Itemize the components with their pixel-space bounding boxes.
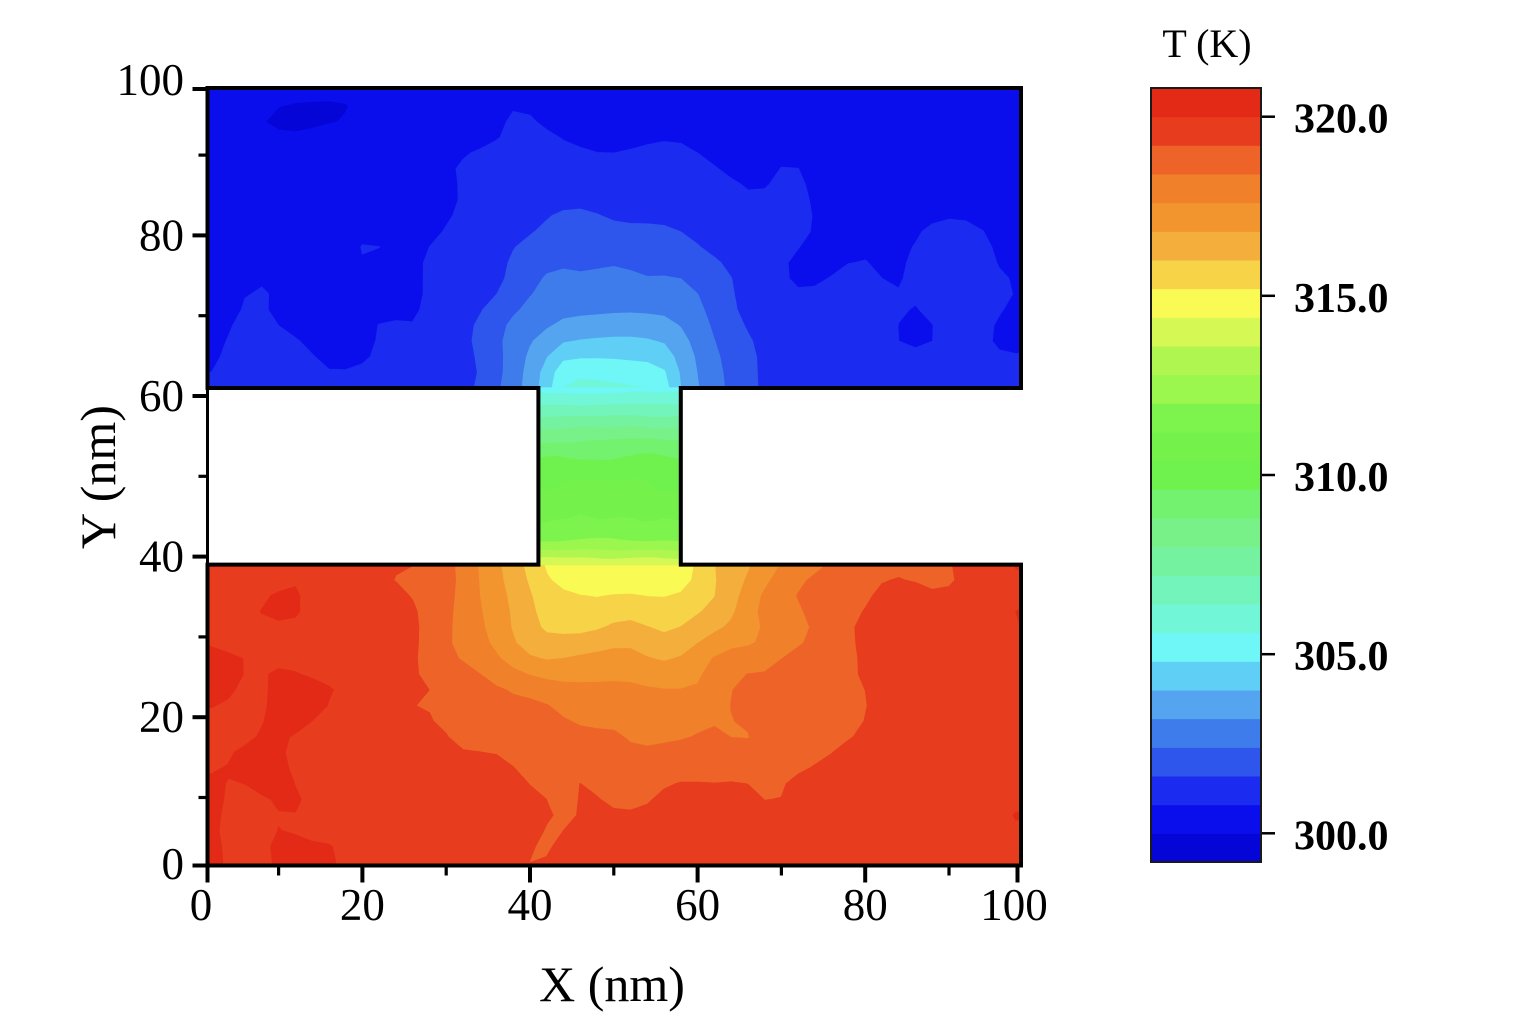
- svg-text:80: 80: [843, 880, 888, 930]
- svg-text:315.0: 315.0: [1294, 276, 1389, 322]
- svg-text:40: 40: [139, 532, 184, 582]
- svg-text:0: 0: [190, 880, 213, 930]
- svg-text:X (nm): X (nm): [539, 956, 685, 1012]
- svg-text:Y (nm): Y (nm): [70, 405, 126, 549]
- svg-text:40: 40: [508, 880, 553, 930]
- svg-text:310.0: 310.0: [1294, 455, 1389, 501]
- svg-text:320.0: 320.0: [1294, 97, 1389, 143]
- svg-text:305.0: 305.0: [1294, 634, 1389, 680]
- svg-text:T (K): T (K): [1162, 21, 1251, 66]
- svg-text:20: 20: [139, 692, 184, 742]
- svg-text:100: 100: [980, 880, 1048, 930]
- svg-text:60: 60: [675, 880, 720, 930]
- svg-text:0: 0: [162, 839, 185, 889]
- svg-text:300.0: 300.0: [1294, 813, 1389, 859]
- svg-text:60: 60: [139, 371, 184, 421]
- svg-text:80: 80: [139, 210, 184, 260]
- svg-text:20: 20: [340, 880, 385, 930]
- svg-text:100: 100: [117, 55, 185, 105]
